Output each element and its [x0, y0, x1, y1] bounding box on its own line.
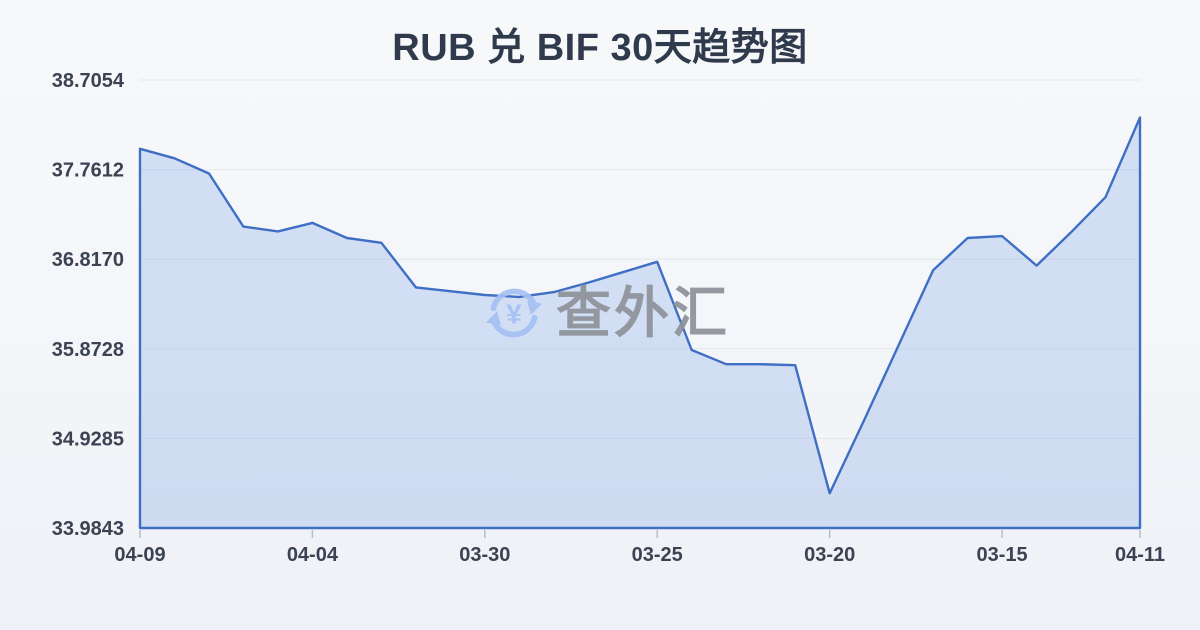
x-axis-label: 03-15: [977, 544, 1028, 566]
y-axis-label: 33.9843: [52, 518, 124, 540]
y-axis-label: 34.9285: [52, 428, 124, 450]
y-axis-label: 37.7612: [52, 160, 124, 182]
y-axis-label: 35.8728: [52, 339, 124, 361]
x-axis-label: 04-04: [287, 544, 339, 566]
x-axis-label: 04-11: [1115, 544, 1165, 566]
x-axis-label: 03-25: [632, 544, 683, 566]
chart-title: RUB 兑 BIF 30天趋势图: [392, 27, 808, 69]
y-axis-label: 38.7054: [52, 70, 125, 92]
trend-area-series[interactable]: [138, 116, 1142, 530]
x-axis-label: 03-20: [804, 544, 855, 566]
y-axis-label: 36.8170: [52, 249, 124, 271]
x-axis-label: 03-30: [459, 544, 510, 566]
x-axis-label: 04-09: [114, 544, 165, 566]
